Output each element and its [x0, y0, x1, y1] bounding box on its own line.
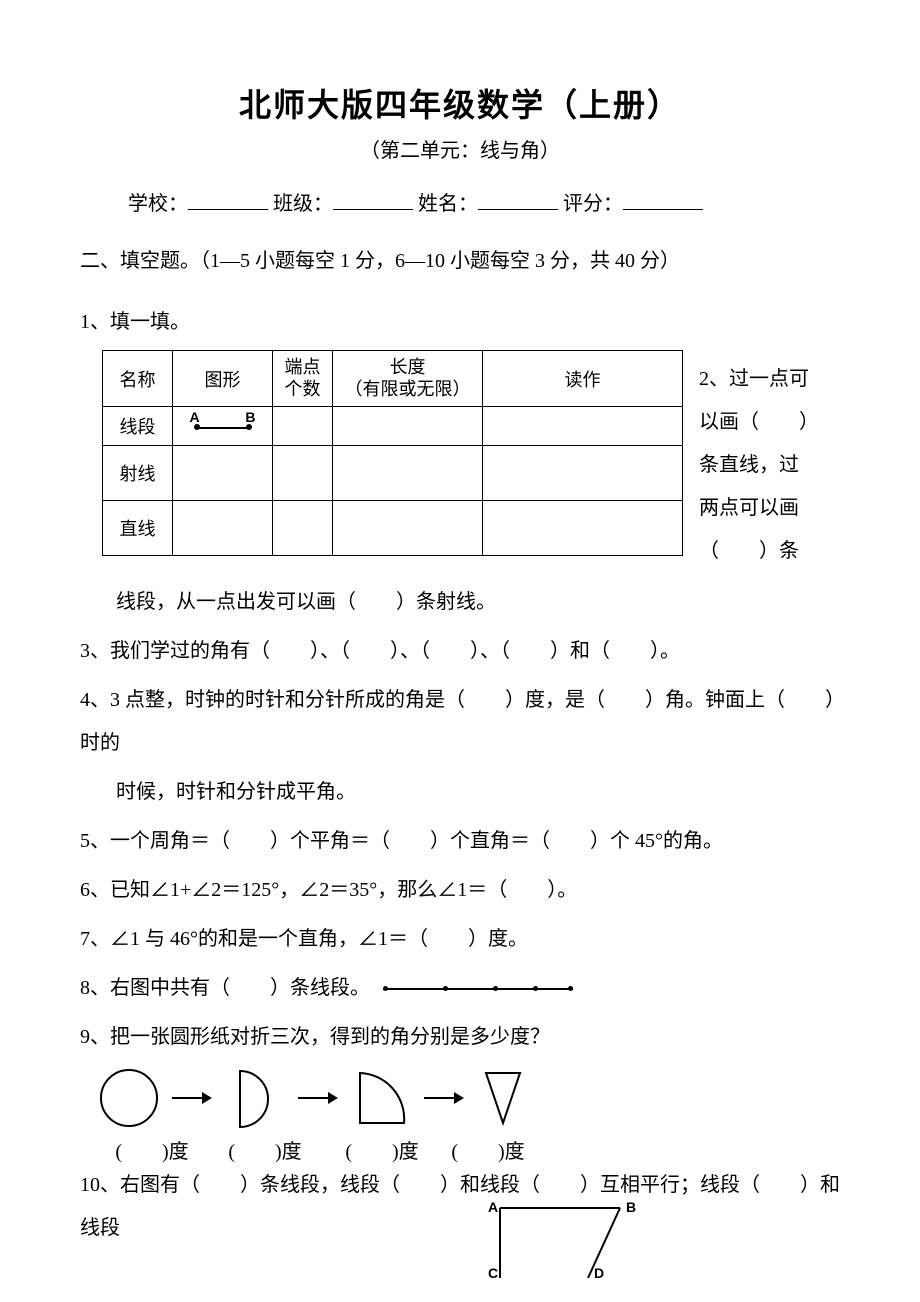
q9-label: ( )度: [440, 1135, 536, 1164]
row-read: [483, 407, 683, 446]
section-heading: 二、填空题。（1—5 小题每空 1 分，6—10 小题每空 3 分，共 40 分…: [80, 244, 840, 273]
q9-text: 9、把一张圆形纸对折三次，得到的角分别是多少度？: [80, 1016, 840, 1059]
class-blank: [333, 192, 413, 210]
q10-figure: A B C D: [470, 1198, 690, 1294]
col-endpoints: 端点个数: [273, 351, 333, 407]
point-b-label: B: [245, 409, 255, 425]
table-header-row: 名称 图形 端点个数 长度（有限或无限） 读作: [103, 351, 683, 407]
row-length: [333, 407, 483, 446]
name-blank: [478, 192, 558, 210]
col-read: 读作: [483, 351, 683, 407]
point-a-label: A: [190, 409, 200, 425]
table-row: 线段 A B: [103, 407, 683, 446]
col-name: 名称: [103, 351, 173, 407]
score-label: 评分：: [563, 193, 623, 215]
q9-label: ( )度: [324, 1135, 440, 1164]
school-label: 学校：: [128, 193, 188, 215]
semicircle-icon: [224, 1067, 286, 1129]
q3: 3、我们学过的角有（ ）、（ ）、（ ）、（ ）和（ ）。: [80, 630, 840, 673]
row-name: 线段: [103, 407, 173, 446]
q8-text: 8、右图中共有（ ）条线段。: [80, 977, 370, 999]
info-line: 学校： 班级： 姓名： 评分：: [80, 187, 840, 216]
q1-label: 1、填一填。: [80, 301, 840, 344]
point-c-label: C: [488, 1265, 498, 1278]
eighth-sector-icon: [476, 1067, 532, 1129]
table-row: 射线: [103, 446, 683, 501]
q10-text: 10、右图有（ ）条线段，线段（ ）和线段（ ）互相平行；线段（ ）和线段: [80, 1174, 840, 1239]
q4-line2: 时候，时针和分针成平角。: [80, 771, 840, 814]
row-endpoints: [273, 407, 333, 446]
arrow-icon: [172, 1092, 212, 1104]
quarter-circle-icon: [350, 1067, 412, 1129]
row-figure: A B: [173, 407, 273, 446]
name-label: 姓名：: [418, 193, 478, 215]
q2-tail: 线段，从一点出发可以画（ ）条射线。: [80, 581, 840, 624]
q10: 10、右图有（ ）条线段，线段（ ）和线段（ ）互相平行；线段（ ）和线段 A …: [80, 1164, 840, 1250]
page-title: 北师大版四年级数学（上册）: [80, 80, 840, 126]
col-length: 长度（有限或无限）: [333, 351, 483, 407]
score-blank: [623, 192, 703, 210]
col-figure: 图形: [173, 351, 273, 407]
row-name: 直线: [103, 501, 173, 556]
q9-label: ( )度: [98, 1135, 206, 1164]
circle-icon: [98, 1067, 160, 1129]
point-b-label: B: [626, 1199, 636, 1215]
point-d-label: D: [594, 1265, 604, 1278]
segment-ab-icon: A B: [188, 415, 258, 433]
school-blank: [188, 192, 268, 210]
arrow-icon: [298, 1092, 338, 1104]
q2-side-text: 2、过一点可 以画（ ） 条直线，过 两点可以画 （ ）条: [699, 350, 840, 573]
table-row: 直线: [103, 501, 683, 556]
row-name: 射线: [103, 446, 173, 501]
class-label: 班级：: [273, 193, 333, 215]
page-subtitle: （第二单元：线与角）: [80, 134, 840, 163]
q8: 8、右图中共有（ ）条线段。: [80, 967, 840, 1010]
q9-label: ( )度: [206, 1135, 324, 1164]
q5: 5、一个周角＝（ ）个平角＝（ ）个直角＝（ ）个 45°的角。: [80, 820, 840, 863]
q8-segment-icon: [383, 982, 573, 996]
arrow-icon: [424, 1092, 464, 1104]
q1-table: 名称 图形 端点个数 长度（有限或无限） 读作 线段 A B: [102, 350, 683, 556]
q4-line1: 4、3 点整，时钟的时针和分针所成的角是（ ）度，是（ ）角。钟面上（ ）时的: [80, 679, 840, 765]
q6: 6、已知∠1+∠2＝125°，∠2＝35°，那么∠1＝（ ）。: [80, 869, 840, 912]
q7: 7、∠1 与 46°的和是一个直角，∠1＝（ ）度。: [80, 918, 840, 961]
point-a-label: A: [488, 1199, 498, 1215]
q9-labels: ( )度 ( )度 ( )度 ( )度: [80, 1135, 840, 1164]
q9-shapes: [80, 1067, 840, 1129]
